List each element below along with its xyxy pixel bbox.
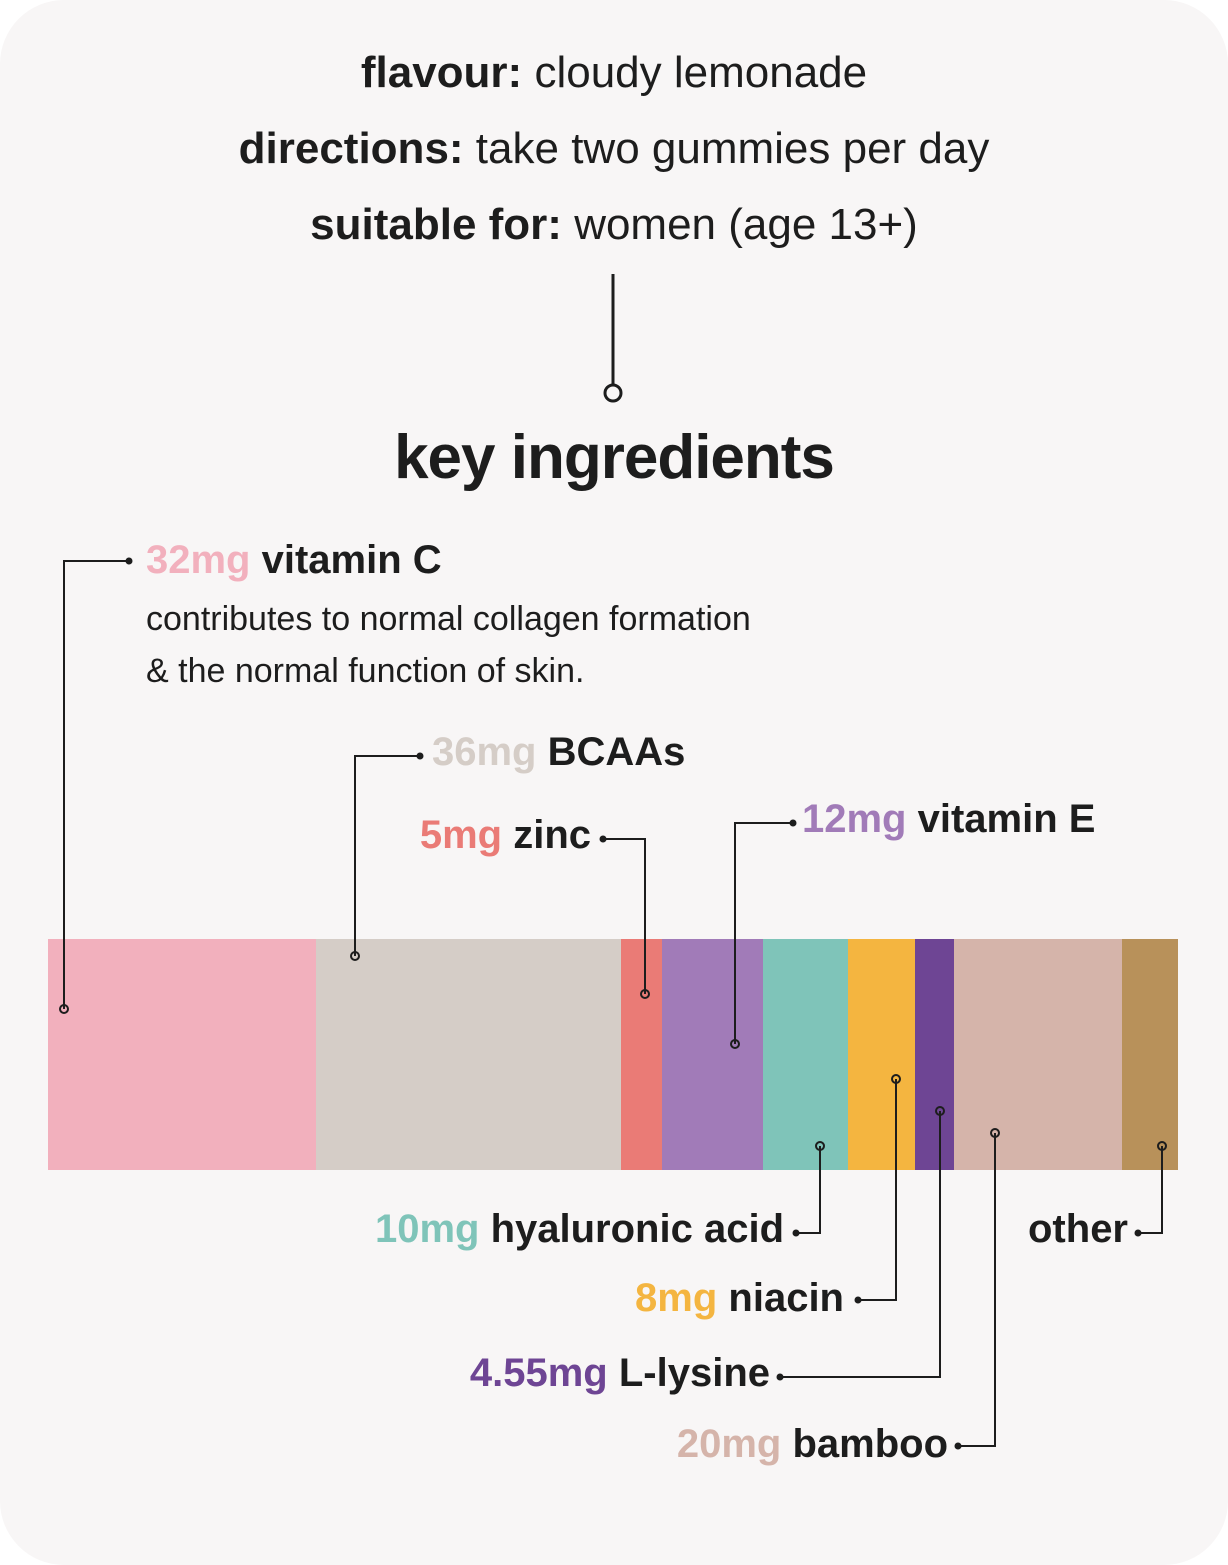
amount-l-lysine: 4.55mg [469, 1351, 608, 1395]
name-bcaas: BCAAs [547, 730, 686, 774]
suitable-line: suitable for: women (age 13+) [0, 200, 1228, 250]
segment-vitamin-e [662, 939, 763, 1170]
callout-bcaas [354, 755, 420, 956]
amount-bcaas: 36mg [432, 730, 537, 774]
callout-end-dot [1134, 1229, 1142, 1237]
callout-end-dot [599, 835, 607, 843]
amount-zinc: 5mg [419, 813, 503, 857]
amount-hyaluronic-acid: 10mg [374, 1207, 480, 1251]
anchor-dot [891, 1074, 901, 1084]
suitable-label: suitable for: [310, 200, 562, 249]
anchor-dot [935, 1106, 945, 1116]
anchor-dot [990, 1128, 1000, 1138]
callout-end-dot [416, 752, 424, 760]
amount-niacin: 8mg [635, 1276, 718, 1320]
vitamin-c-description-1: contributes to normal collagen formation [146, 600, 751, 638]
flavour-line: flavour: cloudy lemonade [0, 48, 1228, 98]
label-bamboo: 20mg bamboo [677, 1421, 948, 1467]
callout-end-dot [792, 1229, 800, 1237]
callout-niacin [858, 1079, 897, 1301]
segment-other [1122, 939, 1178, 1170]
label-vitamin-e: 12mg vitamin E [802, 796, 1095, 842]
name-niacin: niacin [728, 1276, 844, 1320]
anchor-dot [730, 1039, 740, 1049]
suitable-value: women (age 13+) [574, 200, 918, 249]
directions-line: directions: take two gummies per day [0, 124, 1228, 174]
anchor-dot [350, 951, 360, 961]
name-vitamin-c: vitamin C [261, 538, 442, 582]
segment-zinc [621, 939, 662, 1170]
amount-vitamin-c: 32mg [146, 538, 251, 582]
name-other: other [1028, 1207, 1128, 1251]
label-bcaas: 36mg BCAAs [432, 729, 685, 775]
name-l-lysine: L-lysine [618, 1351, 770, 1395]
callout-end-dot [125, 557, 133, 565]
callout-end-dot [776, 1373, 784, 1381]
callout-hyaluronic-acid [796, 1146, 821, 1234]
name-vitamin-e: vitamin E [917, 797, 1096, 841]
callout-other [1138, 1146, 1163, 1234]
segment-vitamin-c [48, 939, 316, 1170]
segment-hyaluronic-acid [763, 939, 848, 1170]
anchor-dot [815, 1141, 825, 1151]
label-l-lysine: 4.55mg L-lysine [470, 1350, 770, 1396]
segment-l-lysine [915, 939, 954, 1170]
anchor-dot [1157, 1141, 1167, 1151]
flavour-label: flavour: [360, 48, 523, 97]
anchor-dot [59, 1004, 69, 1014]
callout-vitamin-c [63, 560, 129, 1009]
directions-value: take two gummies per day [475, 124, 990, 173]
callout-l-lysine [780, 1111, 941, 1378]
segment-bamboo [954, 939, 1122, 1170]
directions-label: directions: [238, 124, 464, 173]
callout-end-dot [854, 1296, 862, 1304]
amount-vitamin-e: 12mg [802, 797, 907, 841]
anchor-dot [640, 989, 650, 999]
label-zinc: 5mg zinc [420, 812, 591, 858]
connector-dot [603, 383, 623, 403]
label-niacin: 8mg niacin [635, 1275, 844, 1321]
name-hyaluronic-acid: hyaluronic acid [490, 1207, 784, 1251]
segment-niacin [848, 939, 915, 1170]
amount-bamboo: 20mg [676, 1422, 782, 1466]
label-hyaluronic-acid: 10mg hyaluronic acid [375, 1206, 784, 1252]
callout-zinc [603, 838, 646, 994]
vitamin-c-description-2: & the normal function of skin. [146, 652, 585, 690]
label-vitamin-c: 32mg vitamin C [146, 537, 442, 583]
segment-bcaas [316, 939, 621, 1170]
name-zinc: zinc [513, 813, 591, 857]
flavour-value: cloudy lemonade [534, 48, 868, 97]
callout-end-dot [954, 1442, 962, 1450]
label-other: other [1028, 1206, 1128, 1252]
callout-bamboo [958, 1133, 996, 1447]
name-bamboo: bamboo [792, 1422, 948, 1466]
section-heading: key ingredients [394, 423, 835, 492]
callout-end-dot [789, 819, 797, 827]
callout-vitamin-e [734, 822, 793, 1044]
